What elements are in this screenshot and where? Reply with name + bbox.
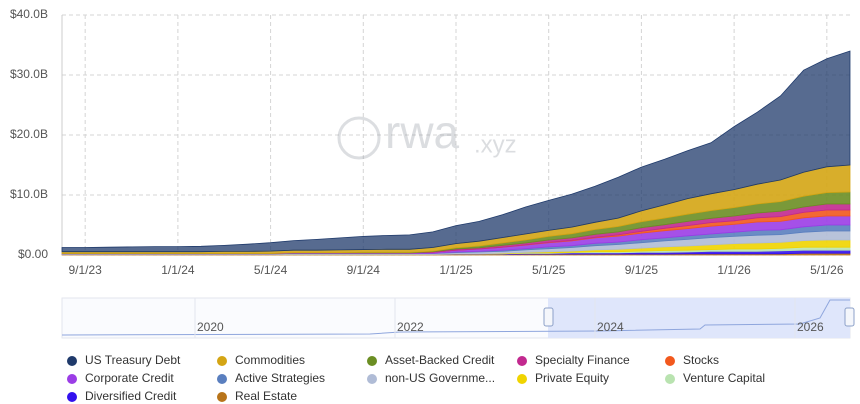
navigator-label: 2024 xyxy=(597,320,624,334)
x-tick-label: 9/1/25 xyxy=(625,263,659,277)
legend-swatch xyxy=(517,356,527,366)
legend-swatch xyxy=(217,392,227,402)
legend-label: Diversified Credit xyxy=(85,389,177,403)
navigator-label: 2026 xyxy=(797,320,824,334)
legend-label: Corporate Credit xyxy=(85,371,174,385)
legend-swatch xyxy=(67,356,77,366)
navigator-label: 2020 xyxy=(197,320,224,334)
x-tick-label: 5/1/24 xyxy=(254,263,288,277)
legend-label: US Treasury Debt xyxy=(85,353,181,367)
legend-swatch xyxy=(217,374,227,384)
legend-swatch xyxy=(517,374,527,384)
watermark-text: .xyz xyxy=(474,131,517,158)
y-tick-label: $10.0B xyxy=(10,187,48,201)
legend-swatch xyxy=(217,356,227,366)
legend-swatch xyxy=(67,392,77,402)
y-tick-label: $30.0B xyxy=(10,67,48,81)
x-tick-label: 1/1/26 xyxy=(717,263,751,277)
x-tick-label: 5/1/25 xyxy=(532,263,566,277)
watermark-text: rwa xyxy=(385,106,460,158)
legend-label: Asset-Backed Credit xyxy=(385,353,495,367)
legend-label: Commodities xyxy=(235,353,305,367)
legend-swatch xyxy=(367,374,377,384)
legend-swatch xyxy=(367,356,377,366)
y-tick-label: $40.0B xyxy=(10,7,48,21)
legend-label: non-US Governme... xyxy=(385,371,495,385)
area xyxy=(61,50,851,253)
legend-label: Private Equity xyxy=(535,371,609,385)
legend-label: Specialty Finance xyxy=(535,353,630,367)
legend-label: Venture Capital xyxy=(683,371,765,385)
x-tick-label: 9/1/24 xyxy=(347,263,381,277)
y-tick-label: $0.00 xyxy=(18,247,48,261)
plot xyxy=(61,14,851,256)
legend-label: Stocks xyxy=(683,353,719,367)
navigator-handle[interactable] xyxy=(844,307,855,327)
x-tick-label: 5/1/26 xyxy=(810,263,844,277)
watermark: rwa .xyz xyxy=(337,106,517,160)
navigator-label: 2022 xyxy=(397,320,424,334)
x-tick-label: 1/1/25 xyxy=(439,263,473,277)
navigator-handle[interactable] xyxy=(543,307,554,327)
y-tick-label: $20.0B xyxy=(10,127,48,141)
legend-label: Real Estate xyxy=(235,389,297,403)
navigator-line xyxy=(61,299,850,336)
legend-swatch xyxy=(665,356,675,366)
legend-swatch xyxy=(665,374,675,384)
x-tick-label: 1/1/24 xyxy=(161,263,195,277)
legend-swatch xyxy=(67,374,77,384)
legend-label: Active Strategies xyxy=(235,371,325,385)
x-tick-label: 9/1/23 xyxy=(68,263,102,277)
